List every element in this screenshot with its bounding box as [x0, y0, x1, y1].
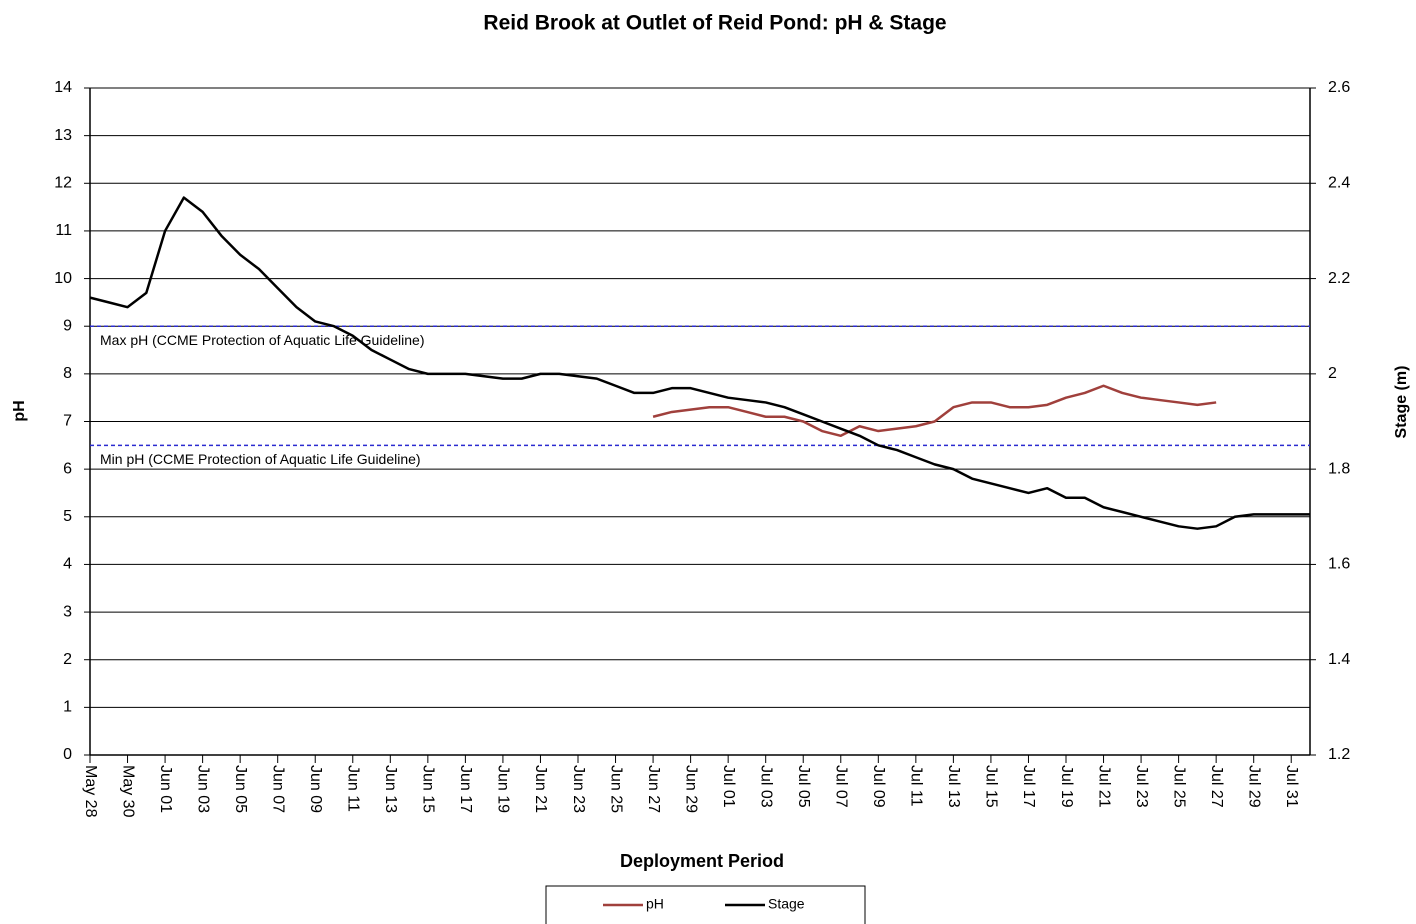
y2-tick-label: 2.6: [1328, 79, 1350, 96]
series-line: [652, 384, 1217, 438]
x-tick-label: Jun 23: [570, 765, 587, 813]
x-tick-label: Jul 25: [1170, 765, 1187, 808]
y-tick-label: 3: [63, 603, 72, 620]
x-tick-label: Jul 31: [1283, 765, 1300, 808]
y-tick-label: 1: [63, 699, 72, 716]
x-tick-label: Jun 09: [307, 765, 324, 813]
y-tick-label: 8: [63, 365, 72, 382]
y2-tick-label: 2: [1328, 365, 1337, 382]
y2-tick-label: 1.6: [1328, 556, 1350, 573]
x-tick-label: Jun 21: [532, 765, 549, 813]
y2-tick-label: 1.2: [1328, 746, 1350, 763]
y-tick-label: 9: [63, 317, 72, 334]
y-tick-label: 13: [54, 127, 72, 144]
y-tick-label: 5: [63, 508, 72, 525]
x-tick-label: Jun 15: [420, 765, 437, 813]
chart-title: Reid Brook at Outlet of Reid Pond: pH & …: [483, 12, 946, 35]
x-tick-label: Jul 27: [1208, 765, 1225, 808]
legend-label: pH: [646, 896, 664, 912]
x-tick-label: Jun 17: [457, 765, 474, 813]
y-tick-label: 12: [54, 175, 72, 192]
x-tick-label: Jun 03: [194, 765, 211, 813]
y-tick-label: 14: [54, 79, 72, 96]
x-tick-label: Jun 01: [157, 765, 174, 813]
x-axis-label: Deployment Period: [620, 851, 784, 871]
series-line: [89, 196, 1310, 530]
x-tick-label: Jul 03: [757, 765, 774, 808]
legend-box: [545, 885, 866, 924]
y2-axis-label: Stage (m): [1393, 366, 1410, 439]
y-tick-label: 10: [54, 270, 72, 287]
reference-label: Min pH (CCME Protection of Aquatic Life …: [100, 451, 421, 467]
x-tick-label: Jun 05: [232, 765, 249, 813]
x-tick-label: Jun 29: [682, 765, 699, 813]
y-tick-label: 0: [63, 746, 72, 763]
y-tick-label: 2: [63, 651, 72, 668]
x-tick-label: Jul 05: [795, 765, 812, 808]
x-tick-label: Jun 27: [645, 765, 662, 813]
x-tick-label: Jul 07: [833, 765, 850, 808]
x-tick-label: Jun 19: [495, 765, 512, 813]
y-tick-label: 4: [63, 556, 72, 573]
x-tick-label: May 28: [82, 765, 99, 818]
x-tick-label: Jul 23: [1133, 765, 1150, 808]
y2-tick-label: 2.2: [1328, 270, 1350, 287]
x-tick-label: Jun 13: [382, 765, 399, 813]
x-tick-label: May 30: [119, 765, 136, 818]
x-tick-label: Jul 01: [720, 765, 737, 808]
y-tick-label: 6: [63, 460, 72, 477]
reference-label: Max pH (CCME Protection of Aquatic Life …: [100, 332, 424, 348]
x-tick-label: Jul 09: [870, 765, 887, 808]
x-tick-label: Jul 29: [1245, 765, 1262, 808]
legend-label: Stage: [768, 896, 805, 912]
y2-tick-label: 2.4: [1328, 175, 1350, 192]
y-tick-label: 11: [55, 222, 72, 239]
x-tick-label: Jun 07: [269, 765, 286, 813]
x-tick-label: Jul 11: [908, 765, 925, 807]
x-tick-label: Jul 19: [1058, 765, 1075, 808]
y-tick-label: 7: [63, 413, 72, 430]
x-tick-label: Jul 15: [983, 765, 1000, 808]
y2-tick-label: 1.8: [1328, 460, 1350, 477]
x-tick-label: Jun 25: [607, 765, 624, 813]
x-tick-label: Jul 13: [945, 765, 962, 808]
x-tick-label: Jul 21: [1095, 765, 1112, 808]
y2-tick-label: 1.4: [1328, 651, 1350, 668]
x-tick-label: Jul 17: [1020, 765, 1037, 808]
y-axis-label: pH: [11, 400, 28, 421]
x-tick-label: Jun 11: [345, 765, 362, 812]
